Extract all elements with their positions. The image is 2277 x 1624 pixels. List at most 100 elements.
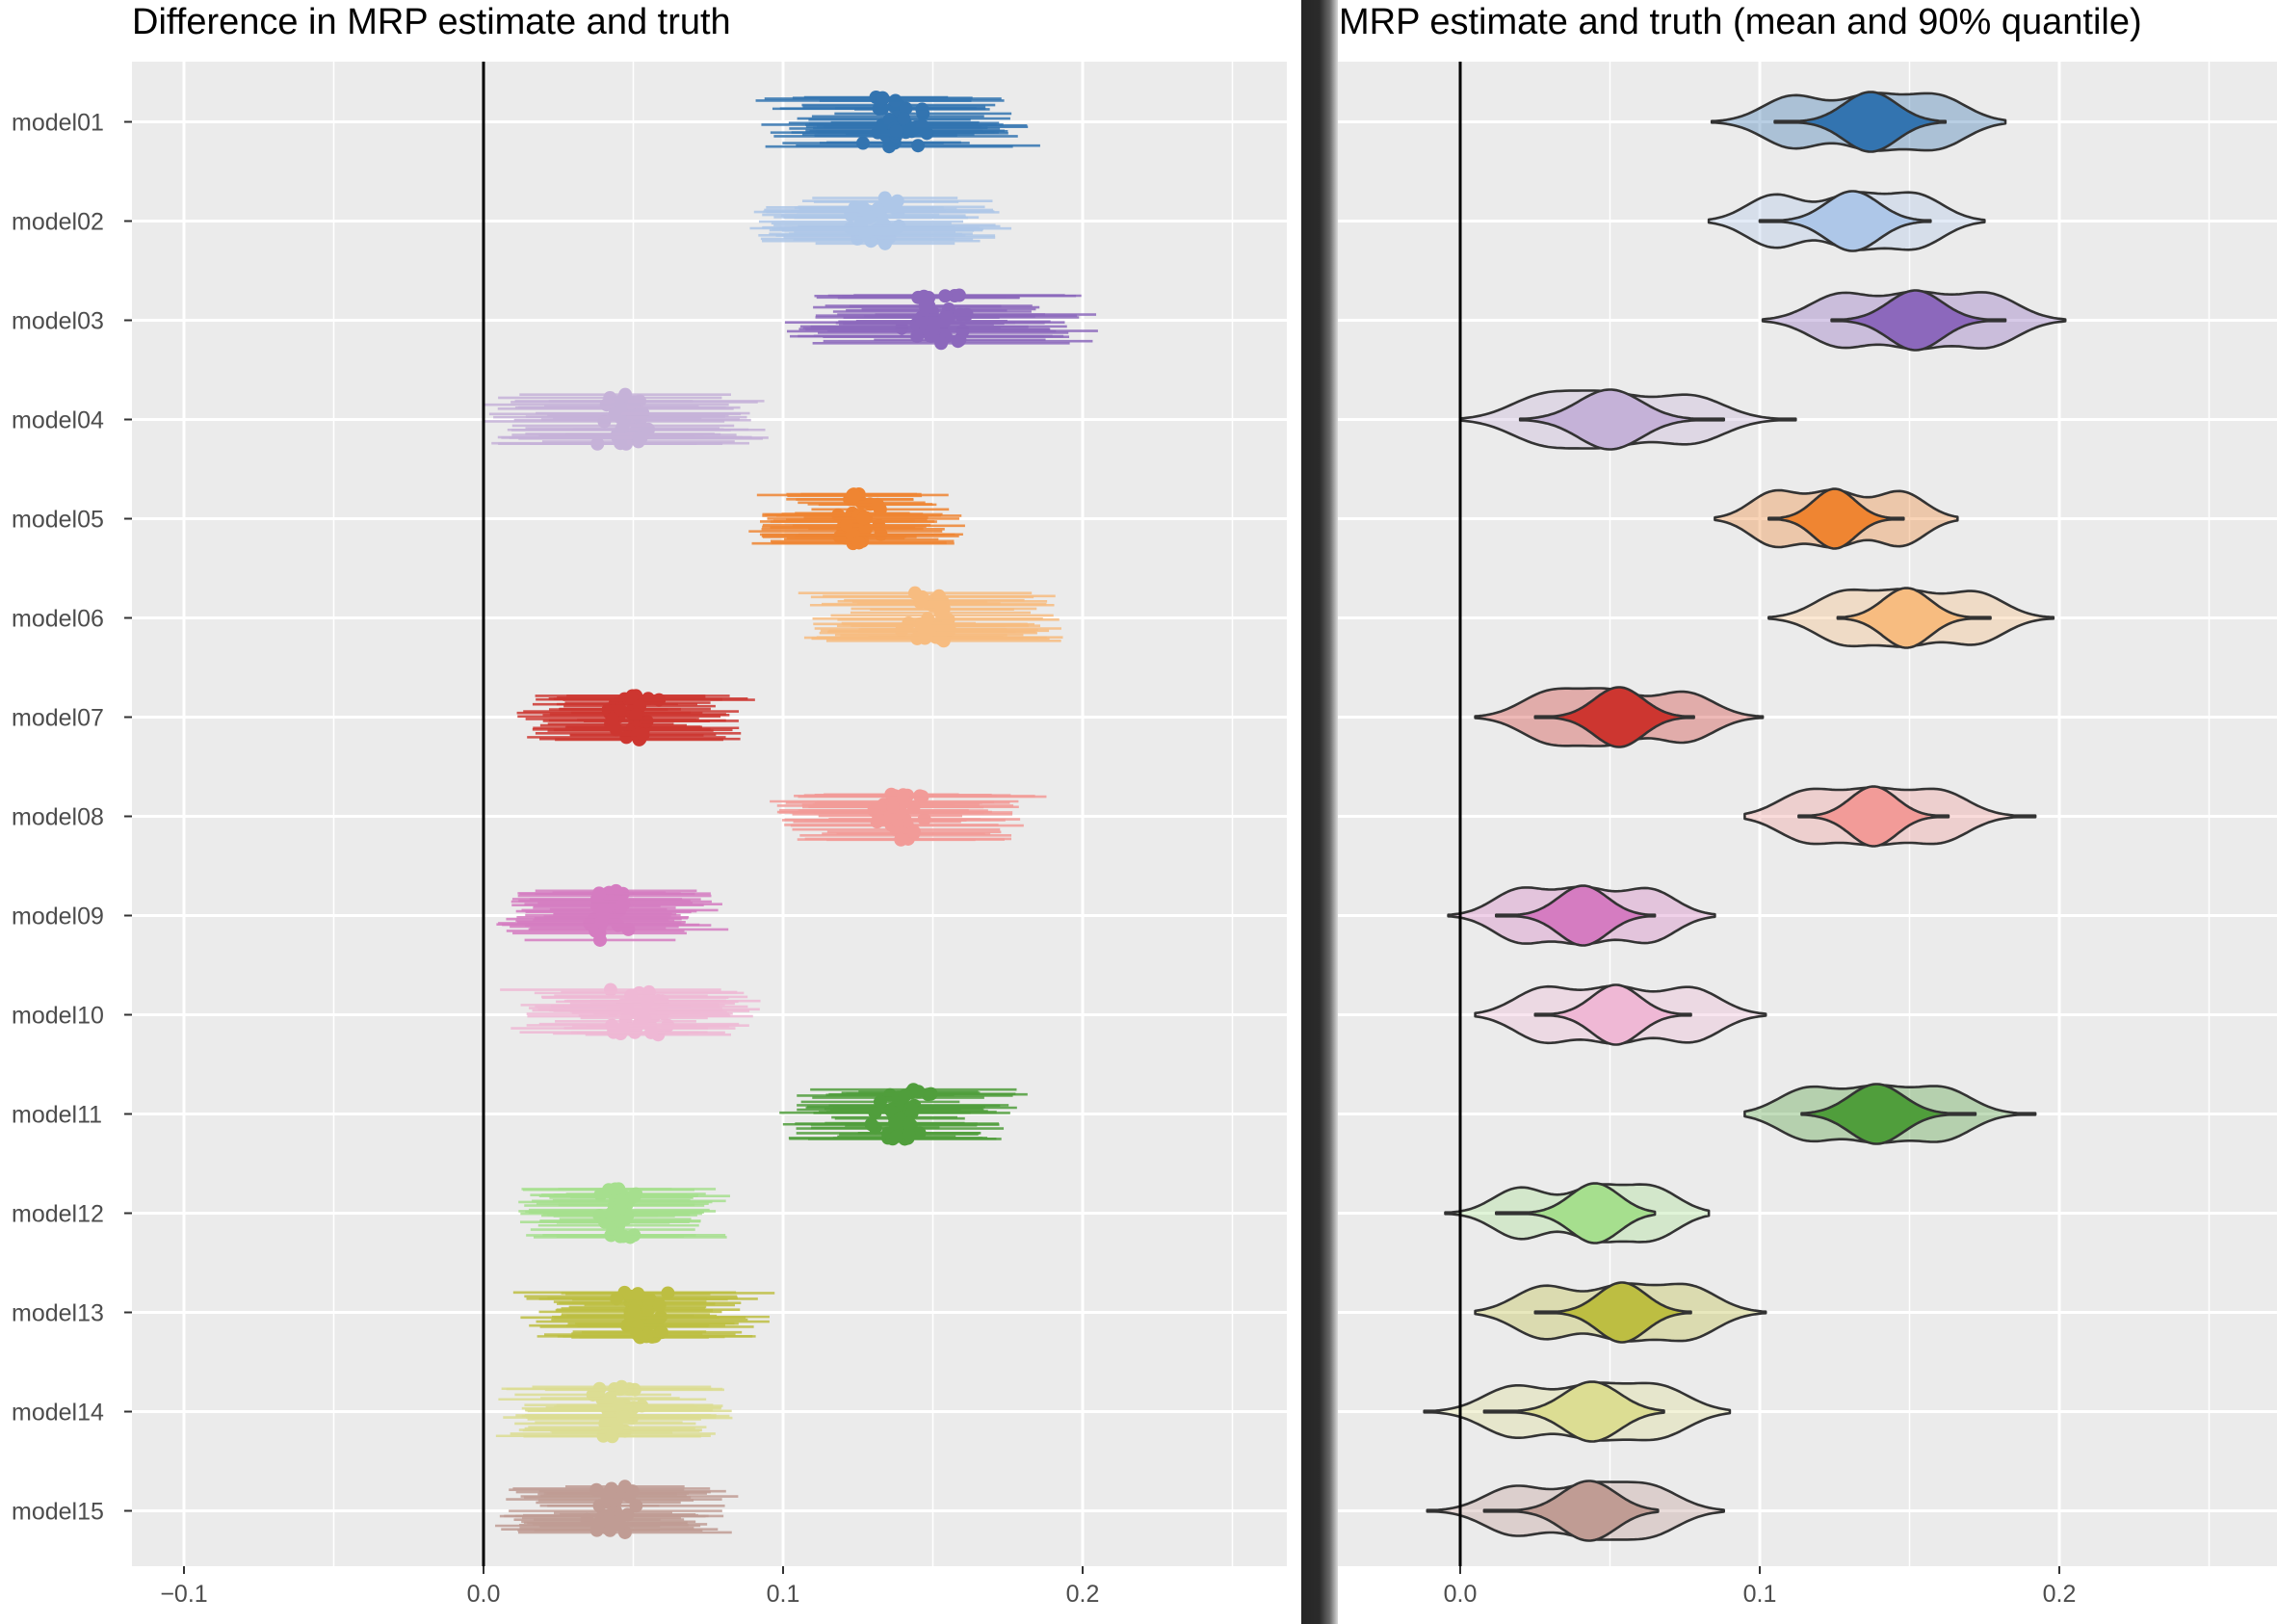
point-estimate (637, 1010, 651, 1025)
left-series-model06 (798, 586, 1063, 648)
violin-model11 (1743, 1083, 2037, 1145)
y-tick-label: model15 (12, 1499, 104, 1526)
point-estimate (605, 1018, 619, 1033)
estimate-violin (1830, 289, 2007, 352)
x-tick-label: 0.0 (467, 1581, 501, 1608)
left-series-model14 (495, 1379, 733, 1444)
x-tick-label: −0.1 (160, 1581, 207, 1608)
point-estimate (612, 1398, 626, 1412)
y-tick-label: model06 (12, 606, 104, 633)
point-estimate (927, 319, 941, 333)
estimate-violin (1773, 91, 1948, 153)
point-estimate (840, 518, 854, 533)
point-estimate (631, 1287, 645, 1301)
estimate-violin (1758, 190, 1932, 252)
violin-model02 (1707, 190, 1986, 252)
point-estimate (610, 1420, 624, 1434)
point-estimate (873, 1094, 887, 1109)
x-tick-label: 0.1 (1743, 1581, 1777, 1608)
point-estimate (924, 1087, 938, 1101)
point-estimate (854, 216, 869, 230)
point-estimate (627, 1382, 641, 1397)
point-estimate (856, 200, 871, 215)
point-estimate (902, 1127, 916, 1141)
y-tick-label: model11 (12, 1102, 102, 1129)
left-series-model03 (784, 288, 1098, 351)
point-estimate (643, 1025, 658, 1039)
left-series-model05 (748, 486, 965, 551)
left-series-model11 (779, 1083, 1028, 1146)
difference-chart: model01 model02 model03 model04 model05 model… (12, 62, 1287, 1608)
y-tick-label: model07 (12, 705, 104, 732)
violin-model14 (1423, 1380, 1732, 1443)
point-estimate (608, 1182, 622, 1196)
point-estimate (608, 406, 622, 421)
point-estimate (899, 101, 913, 116)
point-estimate (627, 1303, 641, 1318)
point-estimate (912, 595, 927, 610)
left-series-model09 (496, 883, 729, 947)
point-estimate (595, 908, 610, 923)
estimate-violin (1482, 1480, 1660, 1542)
point-estimate (918, 631, 932, 645)
violin-model09 (1447, 884, 1716, 947)
point-estimate (605, 712, 619, 726)
left-plot-panel (132, 62, 1287, 1566)
point-estimate (934, 336, 949, 351)
point-estimate (632, 431, 646, 445)
left-series-model07 (516, 689, 755, 747)
panel-divider (1301, 0, 1338, 1624)
y-tick-label: model01 (12, 110, 104, 137)
point-estimate (871, 497, 885, 511)
point-estimate (894, 832, 908, 847)
point-estimate (889, 124, 903, 139)
point-estimate (897, 112, 911, 126)
point-estimate (898, 1088, 912, 1103)
violin-model04 (1458, 388, 1797, 451)
point-estimate (940, 310, 955, 325)
left-series-model02 (749, 191, 1012, 250)
violin-model07 (1474, 686, 1765, 748)
estimate-violin (1495, 1182, 1657, 1244)
estimate-violin (1495, 884, 1657, 947)
violin-model05 (1714, 487, 1959, 550)
left-series-model01 (755, 90, 1040, 154)
y-tick-label: model03 (12, 308, 104, 335)
point-estimate (624, 691, 639, 705)
y-tick-label: model09 (12, 904, 104, 930)
violin-model15 (1426, 1480, 1725, 1542)
point-estimate (627, 1189, 641, 1203)
left-series-model12 (518, 1182, 730, 1244)
point-estimate (959, 307, 974, 322)
point-estimate (871, 223, 885, 238)
point-estimate (610, 1292, 624, 1306)
estimate-violin (1836, 587, 1992, 649)
point-estimate (621, 922, 636, 936)
point-estimate (630, 1326, 644, 1341)
point-estimate (615, 1379, 629, 1394)
violin-chart: 0.0 0.1 0.2 (1338, 62, 2277, 1608)
point-estimate (876, 91, 890, 105)
point-estimate (629, 1499, 643, 1513)
point-estimate (911, 139, 926, 153)
point-estimate (589, 1482, 604, 1497)
violin-model03 (1761, 289, 2067, 352)
point-estimate (856, 136, 871, 150)
estimate-violin (1533, 686, 1695, 748)
x-tick-label: 0.2 (2043, 1581, 2077, 1608)
y-tick-label: model04 (12, 407, 104, 434)
estimate-violin (1518, 388, 1725, 451)
point-estimate (896, 788, 910, 802)
point-estimate (625, 1484, 640, 1499)
estimate-violin (1767, 487, 1905, 550)
point-estimate (848, 488, 862, 503)
point-estimate (938, 289, 953, 303)
left-series-model10 (500, 982, 761, 1042)
left-chart-title: Difference in MRP estimate and truth (132, 2, 731, 42)
x-tick-label: 0.1 (767, 1581, 800, 1608)
y-tick-label: model05 (12, 507, 104, 534)
violin-model13 (1474, 1281, 1767, 1344)
point-estimate (904, 1106, 919, 1120)
point-estimate (620, 999, 635, 1013)
point-estimate (907, 825, 922, 839)
